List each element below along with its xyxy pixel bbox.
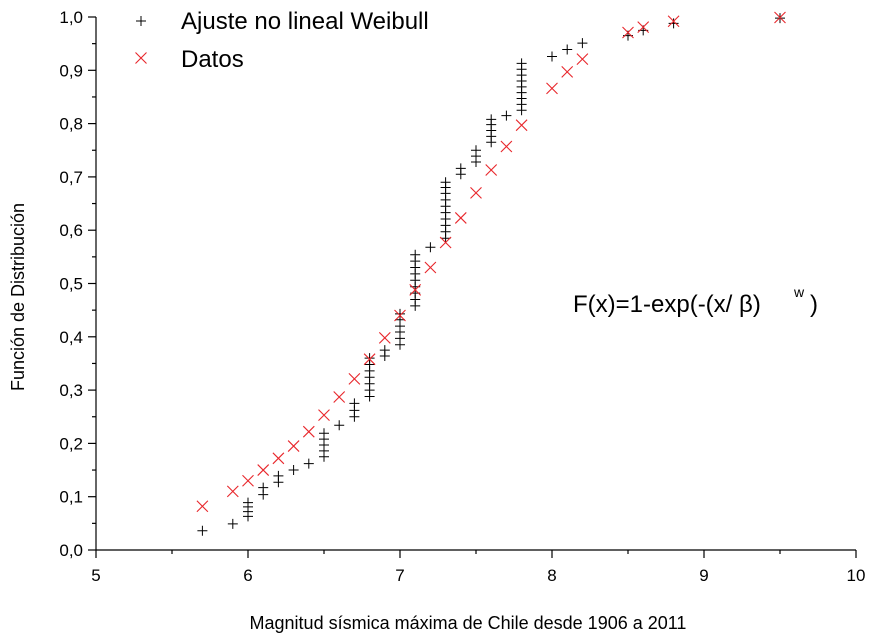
data-point (562, 44, 573, 55)
data-point (546, 82, 558, 95)
x-tick-label: 10 (847, 566, 866, 585)
y-tick-label: 1,0 (59, 8, 83, 27)
formula-beta: β (739, 291, 753, 318)
data-point (622, 26, 634, 39)
data-point (637, 21, 650, 34)
series-weibull-fit (197, 13, 785, 536)
y-tick-label: 0,2 (59, 434, 83, 453)
x-tick-label: 7 (395, 566, 404, 585)
y-tick-label: 0,3 (59, 381, 83, 400)
data-point (394, 309, 406, 322)
formula-close-paren: ) (753, 291, 761, 318)
data-point (410, 249, 421, 260)
data-point (334, 420, 345, 431)
data-point (515, 119, 528, 132)
y-tick-label: 0,6 (59, 221, 83, 240)
data-point (471, 145, 481, 156)
x-tick-label: 9 (699, 566, 708, 585)
y-tick-label: 0,8 (59, 115, 83, 134)
data-point (547, 51, 557, 62)
data-point (364, 353, 375, 364)
data-point (774, 11, 786, 24)
data-point (395, 308, 405, 319)
data-point (455, 163, 466, 174)
data-point (561, 66, 574, 78)
data-point (272, 452, 285, 465)
data-point (318, 409, 330, 422)
data-point (500, 140, 513, 153)
data-point (319, 428, 329, 439)
formula-main: F(x)=1-exp(-(x/ (573, 291, 739, 318)
x-axis-title: Magnitud sísmica máxima de Chile desde 1… (250, 613, 687, 633)
formula-tail: ) (810, 291, 818, 318)
data-point (333, 391, 346, 403)
series-layer (196, 11, 786, 536)
x-tick-label: 5 (91, 566, 100, 585)
series-datos (196, 11, 786, 513)
data-point (516, 58, 527, 69)
legend-x-marker (135, 52, 147, 64)
y-tick-label: 0,1 (59, 488, 83, 507)
y-tick-labels: 0,0 0,1 0,2 0,3 0,4 0,5 0,6 0,7 0,8 0,9 1,0 (59, 8, 83, 560)
data-point (485, 164, 498, 176)
data-point (576, 53, 589, 65)
x-tick-labels: 5 6 7 8 9 10 (91, 566, 865, 585)
data-point (303, 458, 314, 469)
data-point (363, 353, 376, 366)
data-point (501, 110, 512, 121)
data-point (486, 114, 497, 125)
y-tick-label: 0,7 (59, 168, 83, 187)
data-point (577, 38, 588, 49)
data-point (425, 242, 436, 253)
x-tick-label: 8 (547, 566, 556, 585)
axes (88, 16, 857, 558)
y-tick-label: 0,4 (59, 328, 83, 347)
legend-marker-weibull (136, 16, 146, 26)
data-point (409, 284, 422, 296)
data-point (440, 177, 451, 188)
data-point (439, 236, 452, 249)
data-point (667, 15, 680, 28)
legend-label-datos: Datos (181, 46, 244, 73)
formula-exponent: w (793, 284, 805, 300)
data-point (273, 470, 284, 481)
data-point (379, 345, 390, 356)
data-point (226, 485, 239, 498)
legend-label-weibull: Ajuste no lineal Weibull (181, 8, 429, 35)
svg-text:F(x)=1-exp(-(x/ β): F(x)=1-exp(-(x/ β) (573, 291, 761, 318)
data-point (470, 187, 482, 199)
formula-annotation: F(x)=1-exp(-(x/ β) w ) (573, 284, 818, 318)
data-point (257, 464, 270, 476)
data-point (258, 482, 269, 493)
y-tick-label: 0,9 (59, 61, 83, 80)
data-point (227, 518, 238, 529)
y-axis-title: Función de Distribución (8, 203, 28, 391)
data-point (196, 500, 209, 513)
data-point (287, 440, 300, 452)
data-point (242, 474, 254, 487)
data-point (302, 425, 315, 438)
data-point (668, 18, 679, 29)
data-point (288, 465, 299, 476)
x-tick-label: 6 (243, 566, 252, 585)
data-point (454, 212, 467, 224)
data-point (243, 497, 253, 508)
data-point (378, 331, 391, 344)
legend-marker-datos (135, 52, 147, 64)
data-point (197, 525, 208, 536)
data-point (349, 398, 360, 409)
data-point (424, 261, 437, 274)
legend-plus-marker (136, 16, 146, 26)
y-tick-label: 0,0 (59, 541, 83, 560)
data-point (348, 373, 361, 385)
y-tick-label: 0,5 (59, 275, 83, 294)
legend: Ajuste no lineal Weibull Datos (135, 8, 429, 73)
